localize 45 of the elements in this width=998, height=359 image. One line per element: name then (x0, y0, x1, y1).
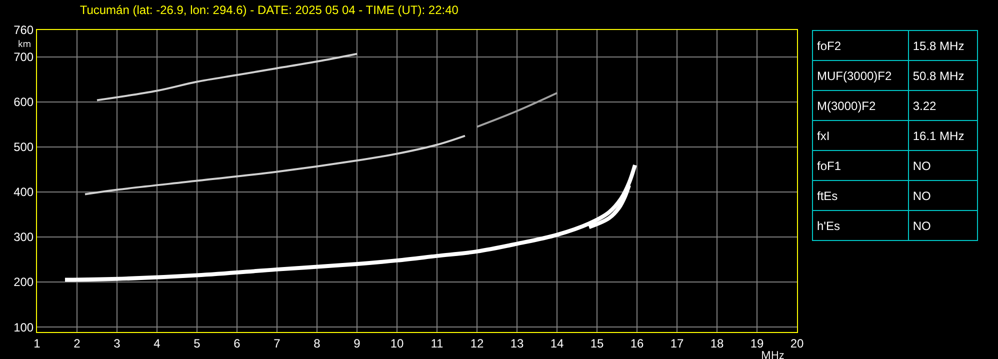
x-tick-label: 20 (790, 336, 804, 350)
y-tick-label: 500 (14, 140, 34, 154)
x-tick-label: 13 (510, 336, 524, 350)
x-tick-label: 1 (34, 336, 41, 350)
text: NO (912, 218, 931, 232)
category-label: foF2 (812, 30, 908, 60)
y-tick-label: 400 (14, 185, 34, 200)
text: 50.8 MHz (912, 68, 964, 82)
x-tick-label: 4 (154, 336, 161, 350)
x-tick-label: 2 (74, 336, 81, 350)
y-tick-label: 760 (14, 23, 34, 38)
y-tick-label: 700 (14, 50, 34, 64)
y-tick-label: 600 (14, 95, 34, 110)
text: NO (912, 188, 931, 202)
text: 15.8 MHz (912, 38, 964, 52)
x-tick-label: 7 (274, 336, 281, 350)
x-axis-title: MHz (761, 348, 784, 359)
x-tick-label: 16 (630, 336, 644, 350)
text: 3.22 (912, 98, 936, 112)
x-tick-label: 8 (314, 336, 321, 350)
x-tick-label: 11 (430, 336, 444, 350)
category-label: M(3000)F2 (812, 90, 908, 120)
y-axis-title: km (18, 37, 32, 50)
y-tick-label: 100 (14, 320, 34, 334)
chart-title: Tucumán (lat: -26.9, lon: 294.6) - DATE: 2025 05 04 - TIME (UT): 22:40 (80, 2, 459, 17)
y-tick-label: 200 (14, 275, 34, 290)
x-tick-label: 5 (194, 336, 201, 350)
x-tick-label: 10 (390, 336, 404, 350)
x-tick-label: 9 (354, 336, 361, 350)
category-label: foF1 (812, 150, 908, 180)
category-label: ftEs (812, 180, 908, 210)
x-tick-label: 6 (234, 336, 241, 350)
x-tick-label: 19 (750, 336, 764, 350)
x-tick-label: 18 (710, 336, 724, 350)
x-tick-label: 3 (114, 336, 121, 350)
text: 16.1 MHz (912, 128, 964, 142)
category-label: fxI (812, 120, 908, 150)
text: NO (912, 158, 931, 172)
x-tick-label: 14 (550, 336, 564, 350)
x-tick-label: 12 (470, 336, 484, 350)
x-tick-label: 17 (670, 336, 684, 350)
y-tick-label: 300 (14, 230, 34, 244)
category-label: h'Es (812, 210, 908, 240)
x-tick-label: 15 (590, 336, 604, 350)
category-label: MUF(3000)F2 (812, 60, 908, 90)
